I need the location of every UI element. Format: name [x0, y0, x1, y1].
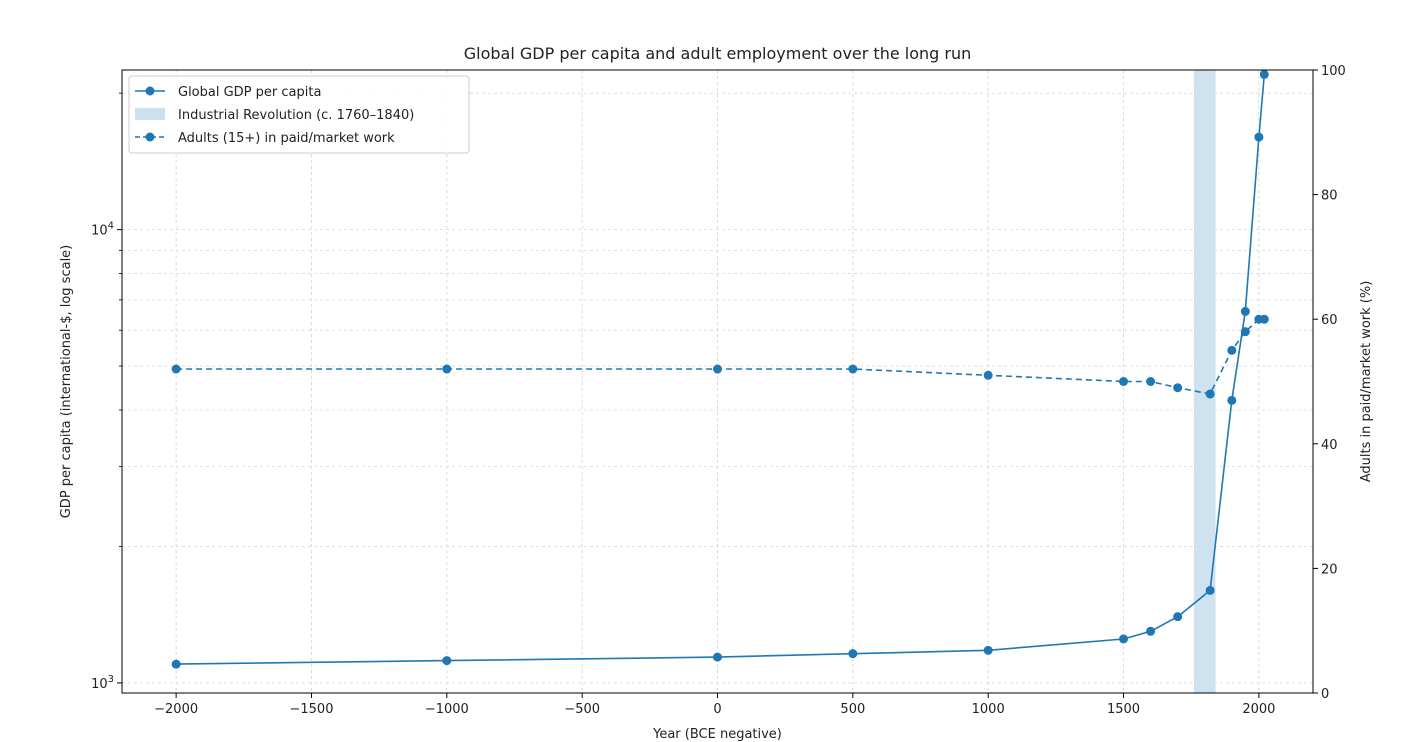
legend-band-swatch — [135, 108, 165, 120]
employment-data-point — [1146, 377, 1156, 386]
x-tick-label: −2000 — [154, 702, 198, 717]
legend-employment-label: Adults (15+) in paid/market work — [178, 131, 395, 146]
employment-data-point — [848, 364, 858, 374]
ticks-layer: −2000 −1500 −1000 −500 0 500 1000 1500 200010310… — [91, 64, 1346, 717]
y-right-axis-label: Adults in paid/market work (%) — [1359, 281, 1374, 483]
x-tick-label: 2000 — [1242, 702, 1275, 717]
x-tick-label: 1000 — [972, 702, 1005, 717]
legend: Global GDP per capita Industrial Revolut… — [128, 75, 470, 154]
employment-data-point — [171, 364, 181, 374]
employment-data-point — [1240, 327, 1250, 337]
employment-data-point — [1259, 314, 1269, 324]
gdp-data-point — [1205, 585, 1215, 595]
legend-gdp-label: Global GDP per capita — [178, 85, 321, 100]
gdp-data-point — [1119, 634, 1129, 644]
x-tick-label: −1500 — [289, 702, 333, 717]
gdp-data-point — [713, 652, 722, 662]
employment-data-point — [1227, 345, 1237, 355]
y-right-tick-label: 20 — [1321, 562, 1338, 577]
x-tick-label: −500 — [564, 702, 600, 717]
series-layer — [171, 69, 1269, 669]
y-left-axis-label: GDP per capita (international-$, log sca… — [59, 245, 74, 519]
gdp-data-point — [1173, 612, 1183, 622]
employment-data-point — [1173, 383, 1183, 393]
employment-data-point — [983, 370, 993, 380]
legend-employment-marker — [145, 132, 155, 142]
legend-gdp-marker — [145, 86, 155, 96]
employment-data-point — [1119, 377, 1129, 386]
grid-layer — [122, 70, 1313, 693]
band-layer — [1193, 70, 1216, 693]
gdp-data-point — [1240, 306, 1250, 316]
y-left-tick-label: 104 — [91, 221, 114, 239]
x-axis-label: Year (BCE negative) — [652, 727, 782, 742]
employment-data-point — [713, 364, 722, 374]
gdp-data-point — [983, 645, 993, 655]
y-right-tick-label: 60 — [1321, 313, 1338, 328]
gdp-data-point — [1227, 395, 1237, 405]
employment-data-point — [1205, 389, 1215, 399]
gdp-data-point — [171, 659, 181, 669]
legend-band-label: Industrial Revolution (c. 1760–1840) — [178, 108, 414, 123]
gdp-data-point — [1259, 69, 1269, 79]
gdp-data-point — [442, 656, 452, 666]
industrial-revolution-band — [1193, 70, 1216, 693]
employment-data-point — [442, 364, 452, 374]
gdp-data-point — [848, 649, 858, 659]
x-tick-label: 0 — [713, 702, 721, 717]
x-tick-label: 500 — [840, 702, 865, 717]
y-right-tick-label: 40 — [1321, 438, 1338, 453]
chart-title: Global GDP per capita and adult employme… — [464, 44, 972, 63]
gdp-data-point — [1146, 626, 1156, 636]
y-right-tick-label: 0 — [1321, 687, 1329, 702]
x-tick-label: −1000 — [425, 702, 469, 717]
legend-box — [128, 75, 470, 154]
y-left-tick-label: 103 — [91, 674, 114, 692]
y-right-tick-label: 80 — [1321, 189, 1338, 204]
x-tick-label: 1500 — [1107, 702, 1140, 717]
y-right-tick-label: 100 — [1321, 64, 1346, 79]
gdp-data-point — [1254, 132, 1264, 142]
